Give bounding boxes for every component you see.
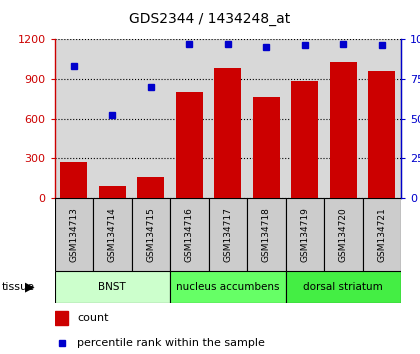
Bar	[324, 198, 362, 271]
Bar	[60, 162, 87, 198]
Bar	[55, 312, 68, 325]
Text: ▶: ▶	[26, 280, 35, 293]
Text: GSM134721: GSM134721	[377, 207, 386, 262]
Bar	[214, 68, 242, 198]
Bar	[93, 198, 131, 271]
Text: GSM134714: GSM134714	[108, 207, 117, 262]
Bar	[137, 177, 164, 198]
Text: GSM134713: GSM134713	[69, 207, 79, 262]
Text: GSM134715: GSM134715	[146, 207, 155, 262]
Bar	[170, 198, 209, 271]
Bar	[176, 92, 203, 198]
Bar	[170, 271, 286, 303]
Text: tissue: tissue	[2, 282, 35, 292]
Bar	[55, 271, 170, 303]
Text: percentile rank within the sample: percentile rank within the sample	[77, 338, 265, 348]
Text: nucleus accumbens: nucleus accumbens	[176, 282, 280, 292]
Text: GSM134716: GSM134716	[185, 207, 194, 262]
Bar	[247, 198, 286, 271]
Text: GSM134719: GSM134719	[300, 207, 310, 262]
Text: BNST: BNST	[98, 282, 126, 292]
Bar	[99, 186, 126, 198]
Text: count: count	[77, 313, 109, 323]
Bar	[362, 198, 401, 271]
Text: GSM134718: GSM134718	[262, 207, 271, 262]
Bar	[330, 62, 357, 198]
Text: dorsal striatum: dorsal striatum	[304, 282, 383, 292]
Bar	[253, 97, 280, 198]
Bar	[209, 198, 247, 271]
Text: GSM134720: GSM134720	[339, 207, 348, 262]
Bar	[55, 198, 93, 271]
Text: GDS2344 / 1434248_at: GDS2344 / 1434248_at	[129, 12, 291, 27]
Bar	[131, 198, 170, 271]
Bar	[286, 271, 401, 303]
Bar	[286, 198, 324, 271]
Bar	[368, 71, 395, 198]
Bar	[291, 81, 318, 198]
Text: GSM134717: GSM134717	[223, 207, 232, 262]
